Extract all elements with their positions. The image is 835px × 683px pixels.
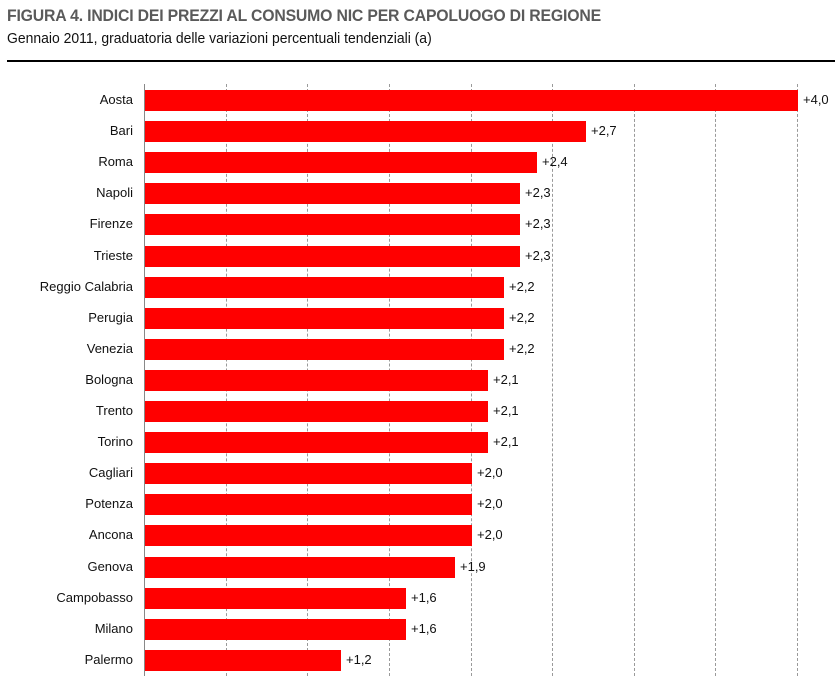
category-label: Cagliari (88, 465, 133, 481)
category-label: Perugia (88, 309, 133, 325)
bar (145, 276, 504, 298)
bar-value-label: +2,7 (591, 123, 617, 139)
bar-row: +1,9 (144, 556, 514, 578)
category-label: Venezia (86, 340, 133, 356)
bar (145, 494, 472, 516)
bar-row: +4,0 (144, 90, 835, 111)
bar-value-label: +2,3 (525, 185, 551, 201)
bar-row: +2,3 (144, 214, 579, 236)
bar-row: +1,6 (144, 587, 465, 609)
chart-title: FIGURA 4. INDICI DEI PREZZI AL CONSUMO N… (7, 6, 601, 25)
category-label: Palermo (84, 651, 133, 667)
category-label: Roma (98, 154, 133, 170)
bar-row: +2,3 (144, 245, 579, 267)
bar (145, 338, 504, 360)
gridline (552, 84, 553, 676)
bar (145, 649, 341, 671)
bar (145, 587, 406, 609)
bar-value-label: +1,6 (411, 620, 437, 636)
bar-row: +2,3 (144, 183, 579, 205)
bar (145, 121, 586, 143)
category-label: Milano (94, 620, 133, 636)
bar (145, 183, 520, 205)
bar (145, 245, 520, 267)
category-label: Campobasso (56, 589, 133, 605)
bar-value-label: +1,9 (460, 558, 486, 574)
bar-value-label: +2,2 (509, 340, 535, 356)
category-label: Bari (109, 123, 133, 139)
bar-row: +2,2 (144, 276, 563, 298)
bar-value-label: +2,4 (542, 154, 568, 170)
bar-value-label: +4,0 (803, 92, 829, 107)
bar (145, 525, 472, 547)
bar-value-label: +2,3 (525, 247, 551, 263)
bar-value-label: +2,3 (525, 216, 551, 232)
bar-row: +2,0 (144, 494, 531, 516)
category-label: Potenza (85, 496, 133, 512)
category-label: Trieste (93, 247, 133, 263)
bar-value-label: +2,1 (493, 434, 519, 450)
bar (145, 463, 472, 485)
category-label: Torino (97, 434, 133, 450)
gridline (797, 84, 798, 676)
category-label: Bologna (85, 371, 133, 387)
bar-value-label: +2,1 (493, 371, 519, 387)
bar (145, 214, 520, 236)
gridline (715, 84, 716, 676)
bar-value-label: +1,2 (346, 651, 372, 667)
bar-row: +2,0 (144, 463, 531, 485)
bar (145, 556, 455, 578)
bar-row: +2,2 (144, 307, 563, 329)
bar (145, 401, 488, 422)
bar-chart-plot-area: Aosta +4,0 Bari +2,7 Roma +2,4 Napoli +2,3 Firen… (40, 84, 835, 676)
bar-row: +1,6 (144, 618, 465, 640)
category-label: Genova (87, 558, 133, 574)
bar (145, 307, 504, 329)
bar-value-label: +1,6 (411, 589, 437, 605)
chart-subtitle: Gennaio 2011, graduatoria delle variazio… (7, 30, 432, 47)
bar-value-label: +2,0 (477, 527, 503, 543)
category-label: Reggio Calabria (39, 278, 133, 294)
bar (145, 90, 798, 111)
bar-row: +2,7 (144, 121, 645, 143)
category-label: Aosta (99, 92, 133, 107)
bar-value-label: +2,0 (477, 496, 503, 512)
header-divider (7, 60, 835, 62)
bar-row: +2,1 (144, 369, 547, 391)
bar-row: +2,1 (144, 432, 547, 454)
bar (145, 618, 406, 640)
category-label: Firenze (89, 216, 133, 232)
category-label: Trento (95, 403, 133, 418)
bar-value-label: +2,2 (509, 278, 535, 294)
bar-value-label: +2,2 (509, 309, 535, 325)
bar-value-label: +2,0 (477, 465, 503, 481)
category-label: Ancona (88, 527, 133, 543)
bar-value-label: +2,1 (493, 403, 519, 418)
bar-row: +2,4 (144, 152, 596, 174)
bar-row: +1,2 (144, 649, 400, 671)
gridline (634, 84, 635, 676)
bar-row: +2,1 (144, 401, 547, 422)
bar (145, 432, 488, 454)
category-axis-line (144, 84, 145, 676)
bar (145, 152, 537, 174)
bar-row: +2,2 (144, 338, 563, 360)
category-label: Napoli (96, 185, 133, 201)
bar-row: +2,0 (144, 525, 531, 547)
bar (145, 369, 488, 391)
